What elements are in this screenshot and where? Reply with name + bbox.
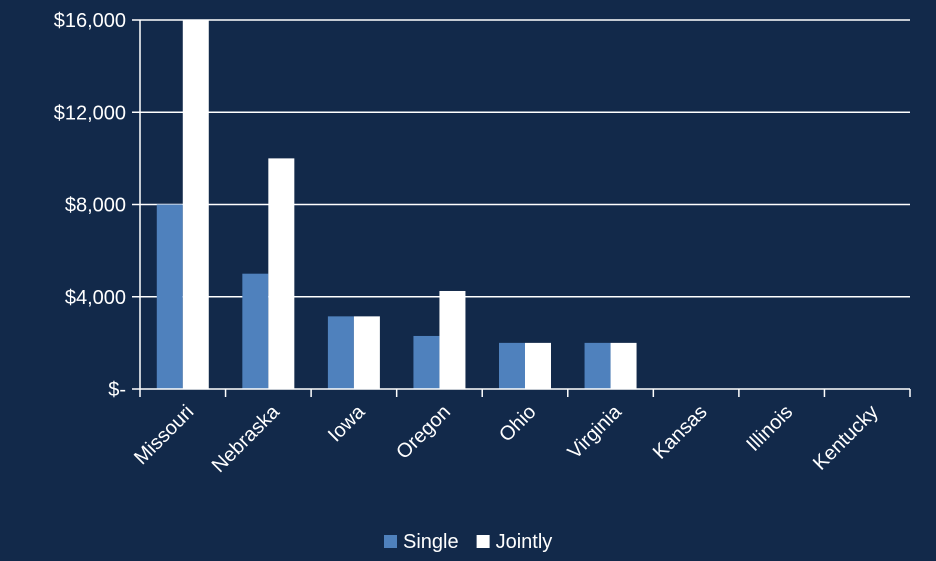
- bar-single-nebraska: [242, 273, 269, 389]
- legend-swatch-single: [384, 535, 397, 548]
- bar-single-missouri: [156, 204, 183, 389]
- y-tick-label: $12,000: [54, 102, 126, 124]
- bar-single-virginia: [584, 342, 611, 389]
- legend-swatch-jointly: [476, 535, 490, 548]
- bar-jointly-missouri: [182, 20, 209, 389]
- bar-jointly-ohio: [525, 342, 551, 389]
- bar-jointly-iowa: [353, 316, 380, 389]
- y-tick-label: $16,000: [54, 10, 126, 32]
- y-tick-label: $4,000: [65, 287, 126, 309]
- bar-jointly-oregon: [439, 290, 466, 389]
- y-tick-label: $-: [108, 379, 126, 401]
- axes: [132, 19, 911, 397]
- y-axis-tick-labels: $- $4,000 $8,000 $12,000 $16,000: [54, 10, 126, 401]
- legend-label-jointly: Jointly: [496, 531, 553, 553]
- bar-jointly-nebraska: [268, 158, 295, 389]
- legend: Single Jointly: [384, 531, 552, 553]
- bar-jointly-virginia: [610, 342, 637, 389]
- bar-single-oregon: [413, 335, 440, 389]
- bar-single-iowa: [327, 316, 354, 389]
- bars: [156, 20, 637, 389]
- bar-single-ohio: [499, 342, 525, 389]
- y-tick-label: $8,000: [65, 195, 126, 217]
- legend-label-single: Single: [403, 531, 459, 553]
